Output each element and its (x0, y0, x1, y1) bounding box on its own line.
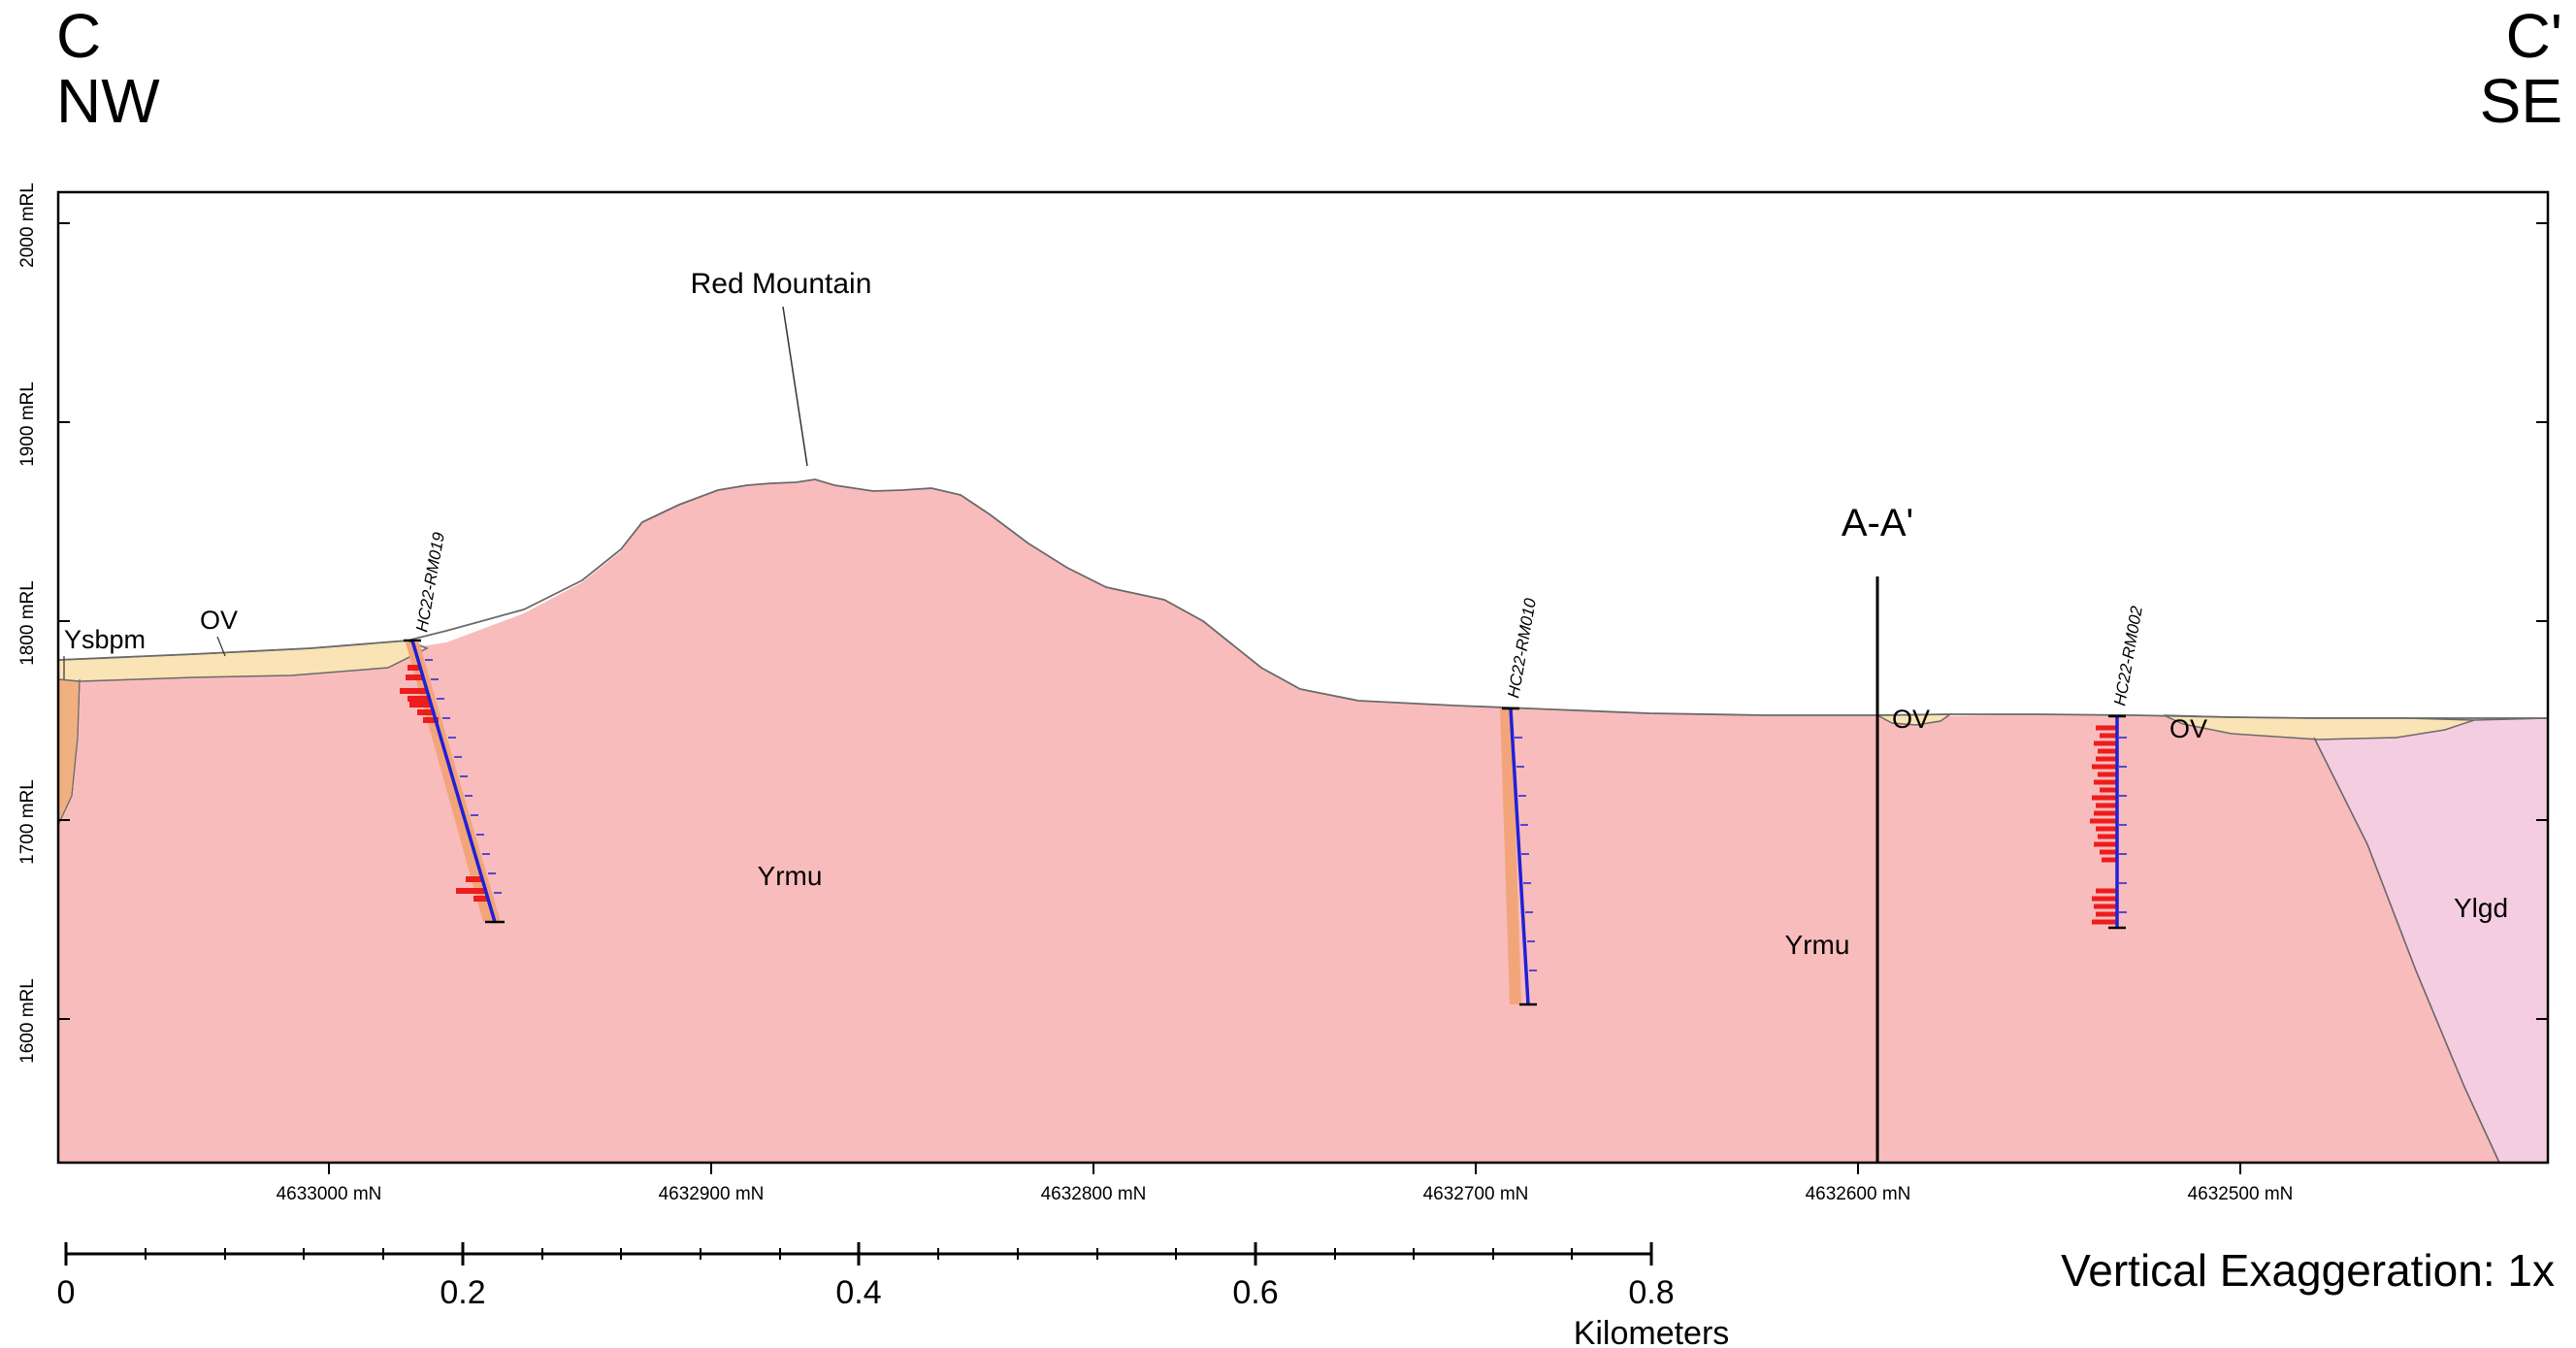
drillhole-label-rm002: HC22-RM002 (2110, 605, 2146, 707)
peak-label: Red Mountain (691, 268, 872, 300)
section-frame (56, 190, 2550, 1165)
section-end-letter: C' (2505, 1, 2562, 71)
scale-tick-0-4: 0.4 (835, 1274, 881, 1311)
scale-tick-0-2: 0.2 (440, 1274, 485, 1311)
elevation-axis (58, 222, 2548, 1020)
scale-tick-0-8: 0.8 (1628, 1274, 1674, 1311)
depth-ticks-rm002 (2119, 737, 2127, 913)
northing-tick-4633000: 4633000 mN (277, 1184, 382, 1204)
cross-section-tie-label: A-A' (1842, 502, 1913, 544)
unit-label-ov-center: OV (1892, 705, 1930, 734)
vertical-exaggeration-label: Vertical Exaggeration: 1x (2061, 1245, 2555, 1296)
depth-ticks-rm010 (1515, 737, 1537, 971)
assay-bars-rm019 (400, 665, 488, 902)
section-start-direction: NW (56, 66, 160, 137)
drillhole-label-rm019: HC22-RM019 (412, 531, 448, 634)
drill-trace-rm010 (1509, 707, 1530, 1005)
peak-leader (782, 306, 808, 467)
elevation-tick-1900: 1900 mRL (17, 381, 38, 467)
section-end-direction: SE (2479, 66, 2562, 137)
unit-label-ysbpm: Ysbpm (64, 625, 146, 654)
northing-tick-4632500: 4632500 mN (2188, 1184, 2294, 1204)
drillhole-hc22-rm019: HC22-RM019 (400, 531, 505, 924)
northing-tick-4632900: 4632900 mN (659, 1184, 765, 1204)
drill-trace-rm019 (410, 640, 497, 923)
elevation-tick-2000: 2000 mRL (17, 182, 38, 268)
elevation-tick-1800: 1800 mRL (17, 580, 38, 666)
depth-ticks-rm019 (425, 659, 502, 894)
section-end-label: C' SE (2479, 1, 2562, 137)
alteration-zone-rm010 (1500, 708, 1521, 1004)
scale-unit-label: Kilometers (1574, 1315, 1730, 1348)
elevation-tick-1700: 1700 mRL (17, 779, 38, 865)
contact-yrmu-ylgd (2313, 737, 2500, 1164)
unit-label-ov-nw: OV (200, 606, 238, 635)
northing-tick-4632600: 4632600 mN (1806, 1184, 1911, 1204)
contact-ysbpm-yrmu (57, 678, 81, 826)
assay-bars-rm002 (2090, 725, 2116, 925)
scale-bar (64, 1242, 1653, 1266)
elevation-tick-1600: 1600 mRL (17, 978, 38, 1064)
scale-tick-0: 0 (57, 1274, 76, 1311)
drillhole-label-rm010: HC22-RM010 (1504, 597, 1540, 700)
topography-surface (57, 478, 2548, 719)
unit-yrmu-body (58, 479, 2499, 1163)
scale-tick-0-6: 0.6 (1232, 1274, 1278, 1311)
unit-label-ylgd: Ylgd (2454, 893, 2508, 923)
unit-label-yrmu-1: Yrmu (758, 861, 823, 891)
northing-tick-4632800: 4632800 mN (1041, 1184, 1147, 1204)
northing-axis (328, 1163, 2241, 1174)
unit-label-ov-se: OV (2169, 714, 2207, 743)
ov-nw-leader (216, 636, 226, 657)
unit-label-yrmu-2: Yrmu (1785, 930, 1850, 960)
northing-tick-4632700: 4632700 mN (1423, 1184, 1529, 1204)
section-start-letter: C (56, 1, 102, 71)
section-start-label: C NW (56, 1, 160, 137)
